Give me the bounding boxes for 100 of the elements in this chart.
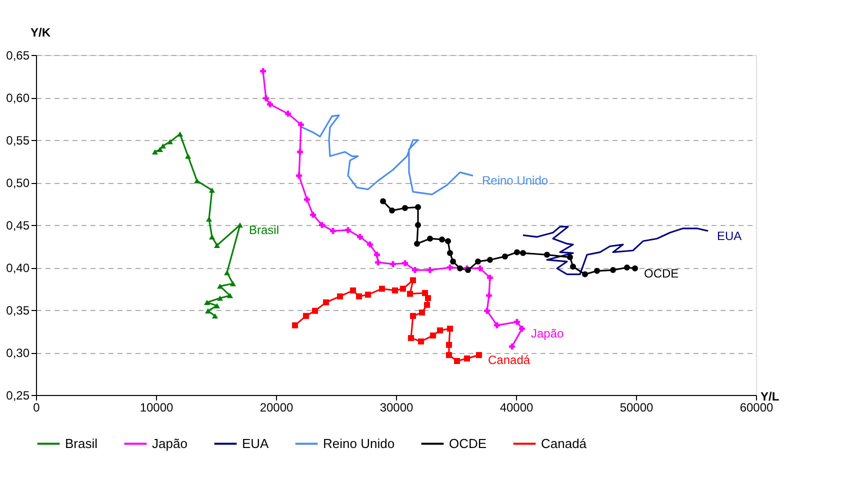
point [632,265,638,272]
point [410,312,416,319]
point [450,258,456,265]
text: Canadá [488,353,530,368]
x-tick-label: 60000 [740,400,774,414]
point [454,358,460,364]
point [212,313,218,319]
point [444,238,451,244]
text: Japão [531,326,564,341]
y-tick-label: 0,65 [6,48,30,62]
point [447,250,453,256]
point [267,101,273,108]
point [446,352,452,358]
legend-label: OCDE [449,436,487,451]
point [185,154,192,159]
point [570,264,576,270]
point [544,252,550,258]
point [390,261,396,268]
text: Brasil [249,223,280,237]
point [227,292,234,298]
legend-label: Japão [152,436,188,451]
point [156,146,163,152]
point [350,287,356,294]
x-tick-label: 0 [33,400,40,414]
x-tick-label: 30000 [380,400,414,414]
x-tick-label: 10000 [140,400,174,414]
point [204,300,210,305]
point [414,240,420,247]
point [152,149,158,154]
point [323,299,330,306]
point [408,335,414,342]
point [422,290,428,296]
point [366,242,373,248]
point [296,172,302,179]
x-axis-title: Y/L [760,390,780,404]
point [375,259,381,266]
point [425,295,432,302]
point [447,326,453,332]
point [419,310,426,316]
point [610,267,616,274]
x-tick-label: 20000 [260,400,294,414]
point [380,198,386,204]
y-tick-label: 0,35 [6,304,30,318]
point [303,312,309,319]
y-tick-label: 0,45 [6,218,30,232]
point [519,326,525,332]
y-tick-label: 0,25 [6,388,30,402]
legend-label: Canadá [541,436,588,451]
point [424,302,430,308]
point [486,256,493,263]
point [356,293,362,300]
point [214,303,220,308]
point [418,338,424,344]
point [357,234,363,240]
point [410,277,416,284]
point [446,342,452,348]
y-tick-label: 0,30 [6,346,30,360]
point [285,110,291,117]
point [389,208,396,214]
y-tick-label: 0,50 [6,176,30,190]
point [204,308,211,314]
point [426,236,433,242]
point [430,332,436,338]
point [345,227,351,234]
point [400,286,406,292]
point [414,222,421,228]
y-tick-label: 0,40 [6,261,30,275]
y-axis-title: Y/K [30,26,51,40]
point [216,296,223,301]
point [464,355,470,362]
point [484,308,490,314]
text: Reino Unido [482,174,548,188]
legend-label: Reino Unido [323,436,395,451]
point [437,327,444,334]
point [414,204,421,210]
point [209,188,216,193]
point [476,352,482,358]
point [177,131,183,137]
point [514,249,520,256]
point [194,178,200,184]
y-tick-label: 0,60 [6,91,30,105]
text: OCDE [644,266,679,280]
point [624,264,630,270]
point [298,122,304,128]
point [209,234,216,240]
point [214,242,220,248]
point [374,252,380,258]
point [502,253,508,260]
point [474,258,481,265]
point [567,254,573,260]
point [378,286,385,292]
point [402,205,408,211]
point [582,271,588,278]
point [365,292,372,298]
point [167,139,174,144]
point [292,322,298,328]
text: EUA [717,228,742,243]
point [494,322,500,328]
point [520,250,526,256]
point [230,281,236,286]
